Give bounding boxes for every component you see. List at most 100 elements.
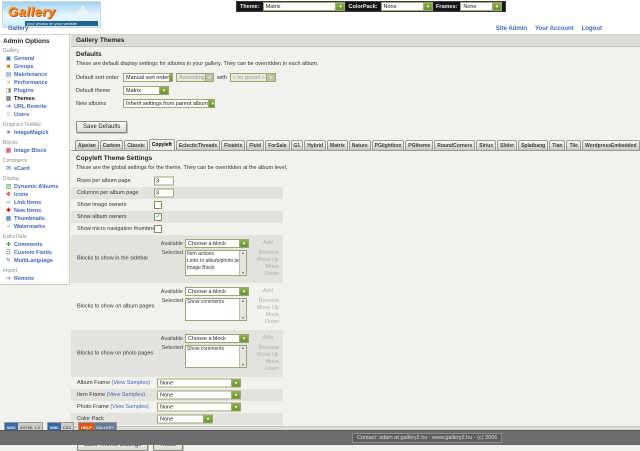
selected-blocks-listbox[interactable]: Show comments ▲ ▼ (185, 298, 247, 321)
sidebar-item[interactable]: » Performance (3, 79, 69, 87)
sidebar-item[interactable]: ★ ImageMagick (3, 129, 69, 137)
chevron-down-icon[interactable]: ▾ (159, 87, 168, 94)
sidebar-item[interactable]: ⇧ Upload Applet (3, 283, 69, 285)
sidebar-item[interactable]: ➔ URL Rewrite (3, 103, 69, 111)
sidebar-item[interactable]: Commerce (3, 157, 69, 165)
cols-per-page-input[interactable] (154, 188, 174, 198)
new-albums-select[interactable]: Inherit settings from parent album ▾ (123, 99, 215, 108)
theme-tab[interactable]: WordpressEmbedded (581, 140, 640, 150)
chevron-down-icon[interactable]: ▾ (239, 335, 248, 342)
sidebar-item[interactable]: ▤ Maintenance (3, 71, 69, 79)
theme-tab[interactable]: Fluid (246, 140, 265, 150)
theme-tab[interactable]: PGtheme (405, 140, 434, 150)
sidebar-item[interactable]: ✱ New Items (3, 207, 69, 215)
logout-link[interactable]: Logout (581, 26, 602, 32)
list-item[interactable]: Show comments (187, 299, 224, 305)
remove-button[interactable]: Remove (258, 250, 279, 256)
add-button[interactable]: Add (263, 240, 273, 246)
chevron-down-icon[interactable]: ▾ (239, 240, 248, 247)
move-down-button[interactable]: Move Down (264, 359, 279, 372)
sidebar-item[interactable]: ✎ MultiLanguage (3, 257, 69, 265)
theme-tab[interactable]: PGlightbox (371, 140, 405, 150)
selected-blocks-listbox[interactable]: Item actions Links to album/photo peers Im… (185, 250, 247, 276)
sidebar-item[interactable]: ≈ Watermarks (3, 223, 69, 231)
scrollbar[interactable]: ▲ ▼ (239, 299, 246, 320)
show-album-owners-checkbox[interactable] (154, 213, 162, 221)
theme-tab[interactable]: Slider (497, 140, 518, 150)
save-defaults-button[interactable]: Save Defaults (76, 121, 128, 133)
choose-block-select[interactable]: Choose a block ▾ (185, 287, 249, 296)
scrollbar[interactable]: ▲ ▼ (239, 346, 246, 367)
sidebar-item[interactable]: ✉ eCard (3, 165, 69, 173)
site-admin-link[interactable]: Site Admin (495, 26, 527, 32)
item-frame-samples-link[interactable]: (View Samples) (106, 392, 146, 398)
sidebar-item[interactable]: Gallery (3, 47, 69, 55)
album-frame-select[interactable]: None ▾ (157, 378, 241, 388)
choose-block-select[interactable]: Choose a block ▾ (185, 334, 249, 343)
theme-tab[interactable]: G1 (290, 140, 304, 150)
theme-tab[interactable]: Tile (566, 140, 581, 150)
photo-frame-samples-link[interactable]: (View Samples) (110, 404, 149, 410)
sidebar-item[interactable]: Blocks (3, 139, 69, 147)
sidebar-item[interactable]: ☰ Custom Fields (3, 249, 69, 257)
theme-tab[interactable]: EclecticThreads (175, 140, 221, 150)
add-button[interactable]: Add (263, 288, 273, 294)
theme-tab[interactable]: ForSale (265, 140, 290, 150)
chevron-down-icon[interactable]: ▾ (231, 379, 240, 387)
scrollbar[interactable]: ▲ ▼ (239, 251, 246, 275)
theme-tab[interactable]: Matrix (327, 140, 348, 150)
sidebar-item[interactable]: ▦ Themes (3, 95, 69, 103)
sidebar-item[interactable]: ➔ Remote (3, 275, 69, 283)
sidebar-item[interactable]: Extra Data (3, 233, 69, 241)
chevron-down-icon[interactable]: ▾ (239, 288, 248, 295)
sidebar-item[interactable]: Import (3, 267, 69, 275)
sidebar-item[interactable]: ☻ Groups (3, 63, 69, 71)
list-item[interactable]: Links to album/photo peers (187, 258, 246, 264)
list-item[interactable]: Show comments (187, 346, 224, 352)
color-pack-select[interactable]: None ▾ (157, 414, 213, 424)
chevron-down-icon[interactable]: ▾ (231, 391, 240, 399)
micro-nav-checkbox[interactable] (154, 225, 162, 233)
theme-tab[interactable]: Siriux (476, 140, 497, 150)
list-item[interactable]: Image Block (187, 265, 215, 271)
gallery-logo[interactable]: Gallery your photos on your website (2, 1, 101, 28)
chevron-down-icon[interactable]: ▾ (231, 403, 240, 411)
chevron-down-icon[interactable]: ▾ (207, 100, 214, 107)
move-down-button[interactable]: Move Down (264, 312, 279, 325)
sidebar-item[interactable]: ❖ Icons (3, 191, 69, 199)
theme-tab[interactable]: Floatrix (221, 140, 246, 150)
theme-tab[interactable]: RoundCorners (434, 140, 476, 150)
sidebar-item[interactable]: ▦ Thumbnails (3, 215, 69, 223)
rows-per-page-input[interactable] (154, 176, 174, 186)
show-image-owners-checkbox[interactable] (154, 201, 162, 209)
theme-tab[interactable]: Tian (549, 140, 566, 150)
album-frame-samples-link[interactable]: (View Samples) (111, 380, 150, 386)
sidebar-item[interactable]: ▣ General (3, 55, 69, 63)
move-up-button[interactable]: Move Up (256, 257, 279, 263)
sidebar-item[interactable]: ◨ Plugins (3, 87, 69, 95)
sidebar-item[interactable]: ☺ Users (3, 111, 69, 119)
chevron-down-icon[interactable]: ▾ (422, 3, 432, 10)
chevron-down-icon[interactable]: ▾ (203, 415, 212, 423)
chevron-down-icon[interactable]: ▾ (169, 74, 172, 81)
theme-tab[interactable]: Splatbang (518, 140, 549, 150)
move-down-button[interactable]: Move Down (264, 264, 279, 277)
sort-order-select[interactable]: Manual sort order ▾ (123, 73, 173, 82)
chevron-down-icon[interactable]: ▾ (335, 3, 345, 10)
theme-tab[interactable]: Hybrid (304, 140, 327, 150)
sidebar-item[interactable]: Graphics Toolkits (3, 121, 69, 129)
remove-button[interactable]: Remove (258, 298, 279, 304)
colorpack-select[interactable]: None ▾ (380, 2, 433, 11)
theme-select[interactable]: Matrix ▾ (262, 2, 346, 11)
choose-block-select[interactable]: Choose a block ▾ (185, 239, 249, 248)
theme-tab[interactable]: Copyleft (148, 139, 175, 150)
your-account-link[interactable]: Your Account (535, 26, 574, 32)
sidebar-item[interactable]: ✚ Comments (3, 241, 69, 249)
move-up-button[interactable]: Move Up (256, 305, 279, 311)
sidebar-item[interactable]: ∞ Link Items (3, 199, 69, 207)
default-theme-select[interactable]: Matrix ▾ (123, 86, 169, 95)
list-item[interactable]: Item actions (187, 251, 214, 257)
sidebar-item[interactable]: ▧ Dynamic Albums (3, 183, 69, 191)
breadcrumb[interactable]: Gallery (8, 26, 29, 32)
sidebar-item[interactable]: ▦ Image Block (3, 147, 69, 155)
